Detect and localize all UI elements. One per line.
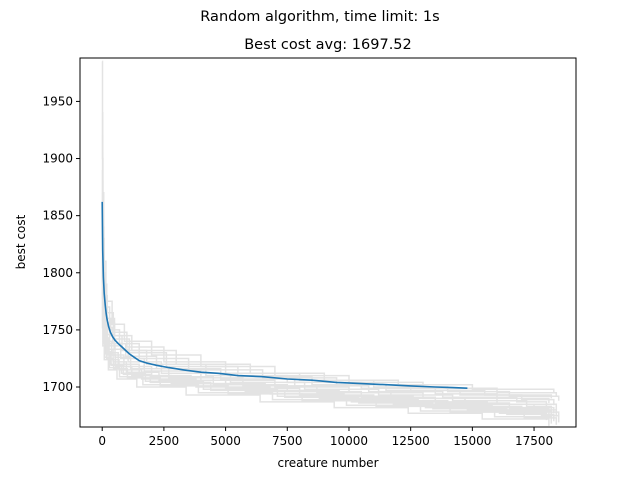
run-line-1 — [101, 60, 555, 393]
y-tick-label-1800: 1800 — [42, 266, 73, 280]
x-tick-label-0: 0 — [98, 434, 106, 448]
run-line-2 — [101, 112, 558, 397]
y-axis-label: best cost — [14, 214, 28, 269]
chart-title: Best cost avg: 1697.52 — [244, 37, 412, 53]
run-line-19 — [102, 299, 558, 425]
x-axis-label: creature number — [277, 456, 378, 470]
y-tick-label-1950: 1950 — [42, 94, 73, 108]
x-tick-label-15000: 15000 — [453, 434, 491, 448]
x-tick-label-2500: 2500 — [149, 434, 180, 448]
y-tick-label-1750: 1750 — [42, 323, 73, 337]
y-tick-label-1700: 1700 — [42, 380, 73, 394]
y-tick-label-1850: 1850 — [42, 209, 73, 223]
average-line — [101, 201, 468, 389]
x-axis: 0 2500 5000 7500 10000 12500 15000 17500 — [98, 427, 553, 448]
run-line-3 — [101, 134, 553, 399]
run-lines — [101, 60, 560, 426]
x-tick-label-5000: 5000 — [210, 434, 241, 448]
y-tick-label-1900: 1900 — [42, 152, 73, 166]
x-tick-label-17500: 17500 — [515, 434, 553, 448]
x-tick-label-10000: 10000 — [330, 434, 368, 448]
series-lines — [101, 201, 468, 389]
run-line-20 — [101, 306, 550, 426]
chart-suptitle: Random algorithm, time limit: 1s — [200, 9, 439, 25]
x-tick-label-12500: 12500 — [392, 434, 430, 448]
x-tick-label-7500: 7500 — [272, 434, 303, 448]
y-axis: 1700 1750 1800 1850 1900 1950 — [42, 94, 80, 394]
plot-frame — [79, 57, 577, 428]
